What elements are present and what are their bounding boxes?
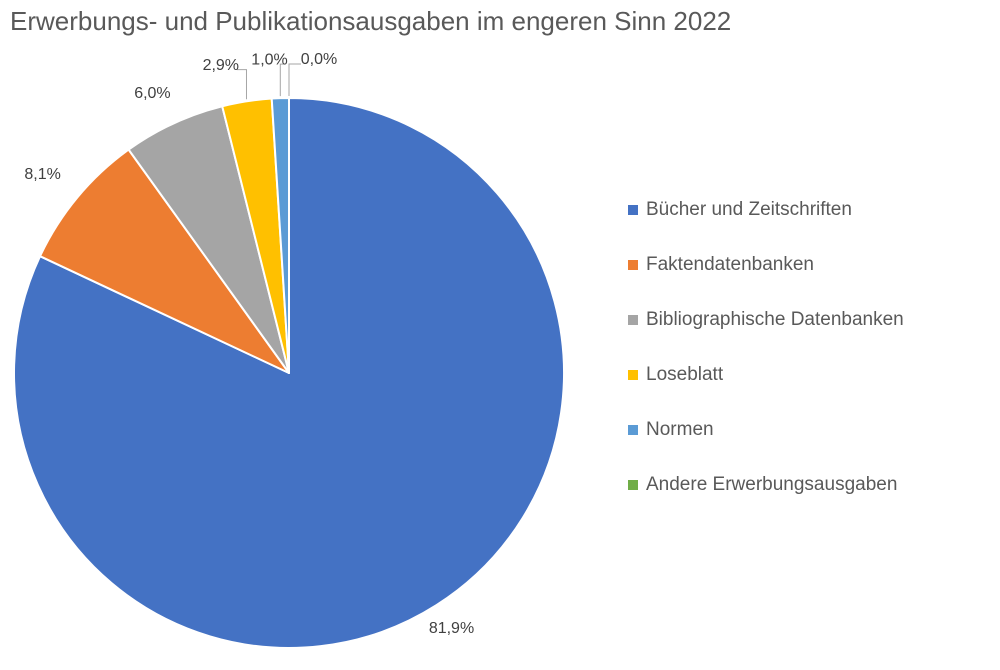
legend-item-faktendatenbanken: Faktendatenbanken: [628, 237, 904, 292]
leader-line-andere-erwerbungsausgaben: [288, 63, 301, 96]
data-labels: 81,9% 8,1% 6,0% 2,9% 1,0% 0,0%: [24, 51, 474, 637]
legend-swatch: [628, 479, 638, 490]
pie-slice-faktendatenbanken: [39, 148, 290, 374]
legend-label: Andere Erwerbungsausgaben: [646, 473, 898, 495]
data-label-bibliographische-datenbanken: 6,0%: [134, 85, 170, 102]
legend-label: Bücher und Zeitschriften: [646, 198, 852, 220]
pie-slices: [13, 97, 565, 649]
data-label-faktendatenbanken: 8,1%: [24, 166, 60, 183]
legend-label: Normen: [646, 418, 714, 440]
legend-swatch: [628, 369, 638, 380]
leader-lines: [236, 63, 301, 100]
leader-line-normen: [279, 63, 286, 97]
legend-swatch: [628, 204, 638, 215]
legend-label: Faktendatenbanken: [646, 253, 814, 275]
data-label-buecher-und-zeitschriften: 81,9%: [429, 620, 474, 637]
legend-swatch: [628, 259, 638, 270]
pie-slice-normen: [270, 97, 290, 374]
legend-item-buecher-und-zeitschriften: Bücher und Zeitschriften: [628, 182, 904, 237]
legend-swatch: [628, 424, 638, 435]
chart-legend: Bücher und Zeitschriften Faktendatenbanke…: [628, 182, 904, 512]
leader-line-loseblatt: [236, 69, 247, 100]
data-label-normen: 1,0%: [251, 51, 287, 68]
data-label-andere-erwerbungsausgaben: 0,0%: [301, 51, 337, 68]
legend-label: Loseblatt: [646, 363, 724, 385]
legend-item-bibliographische-datenbanken: Bibliographische Datenbanken: [628, 292, 904, 347]
chart-title: Erwerbungs- und Publikationsausgaben im …: [10, 6, 732, 36]
legend-swatch: [628, 314, 638, 325]
data-label-loseblatt: 2,9%: [203, 57, 239, 74]
legend-label: Bibliographische Datenbanken: [646, 308, 904, 330]
legend-item-andere-erwerbungsausgaben: Andere Erwerbungsausgaben: [628, 457, 904, 512]
legend-item-normen: Normen: [628, 402, 904, 457]
legend-item-loseblatt: Loseblatt: [628, 347, 904, 402]
